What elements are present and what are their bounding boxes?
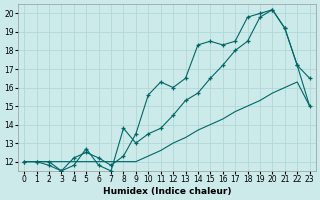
X-axis label: Humidex (Indice chaleur): Humidex (Indice chaleur): [103, 187, 231, 196]
